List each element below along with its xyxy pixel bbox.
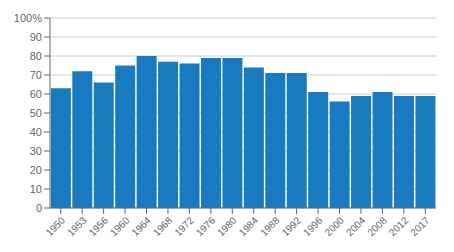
svg-text:1988: 1988 <box>258 214 282 238</box>
svg-text:50: 50 <box>30 107 42 119</box>
svg-text:1953: 1953 <box>65 214 89 238</box>
svg-text:10: 10 <box>30 183 42 195</box>
svg-text:1964: 1964 <box>129 214 153 238</box>
svg-text:1980: 1980 <box>215 214 239 238</box>
svg-text:2008: 2008 <box>365 214 389 238</box>
svg-text:30: 30 <box>30 145 42 157</box>
svg-text:1968: 1968 <box>151 214 175 238</box>
svg-text:40: 40 <box>30 126 42 138</box>
svg-text:1960: 1960 <box>108 214 132 238</box>
svg-text:1992: 1992 <box>280 214 304 238</box>
svg-text:90: 90 <box>30 31 42 43</box>
svg-text:2012: 2012 <box>387 214 411 238</box>
svg-text:1976: 1976 <box>194 214 218 238</box>
svg-text:1996: 1996 <box>301 214 325 238</box>
svg-text:60: 60 <box>30 88 42 100</box>
svg-text:20: 20 <box>30 164 42 176</box>
svg-text:2000: 2000 <box>322 214 346 238</box>
svg-text:2017: 2017 <box>408 214 432 238</box>
svg-text:2004: 2004 <box>344 214 368 238</box>
svg-text:70: 70 <box>30 69 42 81</box>
svg-text:0: 0 <box>36 202 42 214</box>
svg-text:100%: 100% <box>14 12 42 24</box>
svg-text:80: 80 <box>30 50 42 62</box>
svg-text:1984: 1984 <box>237 214 261 238</box>
svg-text:1972: 1972 <box>172 214 196 238</box>
svg-text:1956: 1956 <box>87 214 111 238</box>
svg-text:1950: 1950 <box>44 214 68 238</box>
